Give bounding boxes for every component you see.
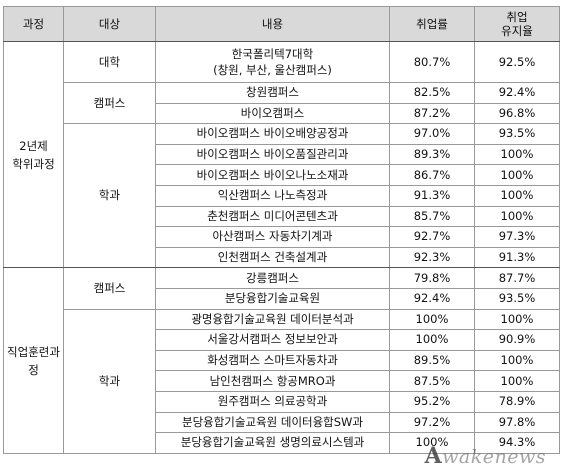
table-row: 분당융합기술교육원 92.4% 93.5% <box>4 287 560 310</box>
content-cell: 인천캠퍼스 건축설계과 <box>155 246 390 269</box>
watermark-text: wakenews <box>442 446 546 468</box>
content-cell: 아산캠퍼스 자동차기계과 <box>155 226 390 248</box>
table-row: 학과 바이오캠퍼스 바이오배양공정과 97.0% 93.5% <box>4 123 560 269</box>
target-cell-dept: 학과 <box>63 123 156 269</box>
course-cell-vocational: 직업훈련과 정 <box>3 267 64 454</box>
content-cell: 창원캠퍼스 <box>155 82 390 104</box>
retention-cell: 91.3% <box>474 246 560 269</box>
content-cell: 원주캠퍼스 의료공학과 <box>155 390 390 413</box>
target-cell-univ: 대학 <box>63 41 156 83</box>
target-cell-campus: 캠퍼스 <box>63 267 156 310</box>
retention-cell: 92.5% <box>474 41 560 83</box>
table-row: 아산캠퍼스 자동차기계과 92.7% 97.3% <box>4 226 560 248</box>
retention-cell: 90.9% <box>474 329 560 351</box>
header-course: 과정 <box>3 6 64 42</box>
target-cell-dept: 학과 <box>63 308 156 454</box>
retention-cell: 78.9% <box>474 390 560 413</box>
employment-table-container: 과정 대상 내용 취업률 취업 유지율 2년제 학위과정 대학 한국폴리텍7대학 (창… <box>3 6 560 454</box>
header-content: 내용 <box>155 6 390 42</box>
content-cell: 분당융합기술교육원 생명의료시스템과 <box>155 432 390 454</box>
table-row: 춘천캠퍼스 미디어콘텐츠과 85.7% 100% <box>4 205 560 228</box>
employment-cell: 91.3% <box>389 184 475 207</box>
employment-cell: 92.7% <box>389 226 475 248</box>
content-cell: 분당융합기술교육원 <box>155 287 390 310</box>
content-cell: 광명융합기술교육원 데이터분석과 <box>155 308 390 331</box>
retention-cell: 100% <box>474 308 560 331</box>
course-cell-degree: 2년제 학위과정 <box>3 40 64 269</box>
employment-cell: 82.5% <box>389 82 475 104</box>
retention-cell: 97.8% <box>474 411 560 434</box>
employment-cell: 86.7% <box>389 164 475 186</box>
content-cell: 바이오캠퍼스 바이오나노소재과 <box>155 164 390 186</box>
retention-cell: 97.3% <box>474 226 560 248</box>
retention-cell: 100% <box>474 184 560 207</box>
retention-cell: 100% <box>474 164 560 186</box>
content-cell: 바이오캠퍼스 <box>155 102 390 125</box>
content-cell: 강릉캠퍼스 <box>155 267 390 289</box>
employment-cell: 87.5% <box>389 370 475 392</box>
retention-cell: 87.7% <box>474 267 560 289</box>
watermark-logo-icon: A <box>424 443 443 469</box>
header-target: 대상 <box>63 6 156 42</box>
employment-cell: 89.5% <box>389 349 475 372</box>
content-cell: 화성캠퍼스 스마트자동차과 <box>155 349 390 372</box>
content-cell: 바이오캠퍼스 바이오배양공정과 <box>155 123 390 145</box>
employment-cell: 89.3% <box>389 143 475 166</box>
employment-cell: 80.7% <box>389 41 475 83</box>
table-row: 분당융합기술교육원 데이터융합SW과 97.2% 97.8% <box>4 411 560 434</box>
table-row: 바이오캠퍼스 바이오품질관리과 89.3% 100% <box>4 143 560 166</box>
content-cell: 익산캠퍼스 나노측정과 <box>155 184 390 207</box>
retention-cell: 93.5% <box>474 123 560 145</box>
employment-cell: 85.7% <box>389 205 475 228</box>
employment-cell: 79.8% <box>389 267 475 289</box>
employment-cell: 87.2% <box>389 102 475 125</box>
table-row: 학과 광명융합기술교육원 데이터분석과 100% 100% <box>4 308 560 454</box>
table-row: 2년제 학위과정 대학 한국폴리텍7대학 (창원, 부산, 울산캠퍼스) 80.7%… <box>3 40 560 269</box>
content-cell: 서울강서캠퍼스 정보보안과 <box>155 329 390 351</box>
retention-cell: 100% <box>474 205 560 228</box>
table-row: 익산캠퍼스 나노측정과 91.3% 100% <box>4 184 560 207</box>
retention-cell: 100% <box>474 143 560 166</box>
header-retention-rate: 취업 유지율 <box>474 6 560 42</box>
employment-cell: 92.4% <box>389 287 475 310</box>
employment-cell: 100% <box>389 308 475 331</box>
table-row: 원주캠퍼스 의료공학과 95.2% 78.9% <box>4 390 560 413</box>
retention-cell: 96.8% <box>474 102 560 125</box>
retention-cell: 100% <box>474 349 560 372</box>
target-cell-campus: 캠퍼스 <box>63 81 156 125</box>
header-employment-rate: 취업률 <box>389 6 475 42</box>
table-row: 캠퍼스 창원캠퍼스 82.5% 92.4% <box>4 81 560 125</box>
content-cell: 남인천캠퍼스 항공MRO과 <box>155 370 390 392</box>
watermark: Awakenews <box>425 443 546 469</box>
retention-cell: 100% <box>474 370 560 392</box>
content-cell: 바이오캠퍼스 바이오품질관리과 <box>155 143 390 166</box>
retention-cell: 94.3% <box>474 432 560 454</box>
employment-cell: 92.3% <box>389 246 475 269</box>
table-row: 인천캠퍼스 건축설계과 92.3% 91.3% <box>4 246 560 269</box>
table-row: 서울강서캠퍼스 정보보안과 100% 90.9% <box>4 329 560 351</box>
content-cell: 춘천캠퍼스 미디어콘텐츠과 <box>155 205 390 228</box>
employment-cell: 95.2% <box>389 390 475 413</box>
table-row: 분당융합기술교육원 생명의료시스템과 100% 94.3% <box>4 432 560 454</box>
employment-cell: 100% <box>389 329 475 351</box>
retention-cell: 93.5% <box>474 287 560 310</box>
table-row: 직업훈련과 정 캠퍼스 강릉캠퍼스 79.8% 87.7% <box>3 267 560 454</box>
employment-rate-table: 과정 대상 내용 취업률 취업 유지율 2년제 학위과정 대학 한국폴리텍7대학 (창… <box>3 6 560 454</box>
employment-cell: 97.0% <box>389 123 475 145</box>
employment-cell: 97.2% <box>389 411 475 434</box>
table-header-row: 과정 대상 내용 취업률 취업 유지율 <box>3 6 560 42</box>
content-cell: 분당융합기술교육원 데이터융합SW과 <box>155 411 390 434</box>
retention-cell: 92.4% <box>474 82 560 104</box>
content-cell: 한국폴리텍7대학 (창원, 부산, 울산캠퍼스) <box>155 41 390 83</box>
employment-cell: 100% <box>389 432 475 454</box>
